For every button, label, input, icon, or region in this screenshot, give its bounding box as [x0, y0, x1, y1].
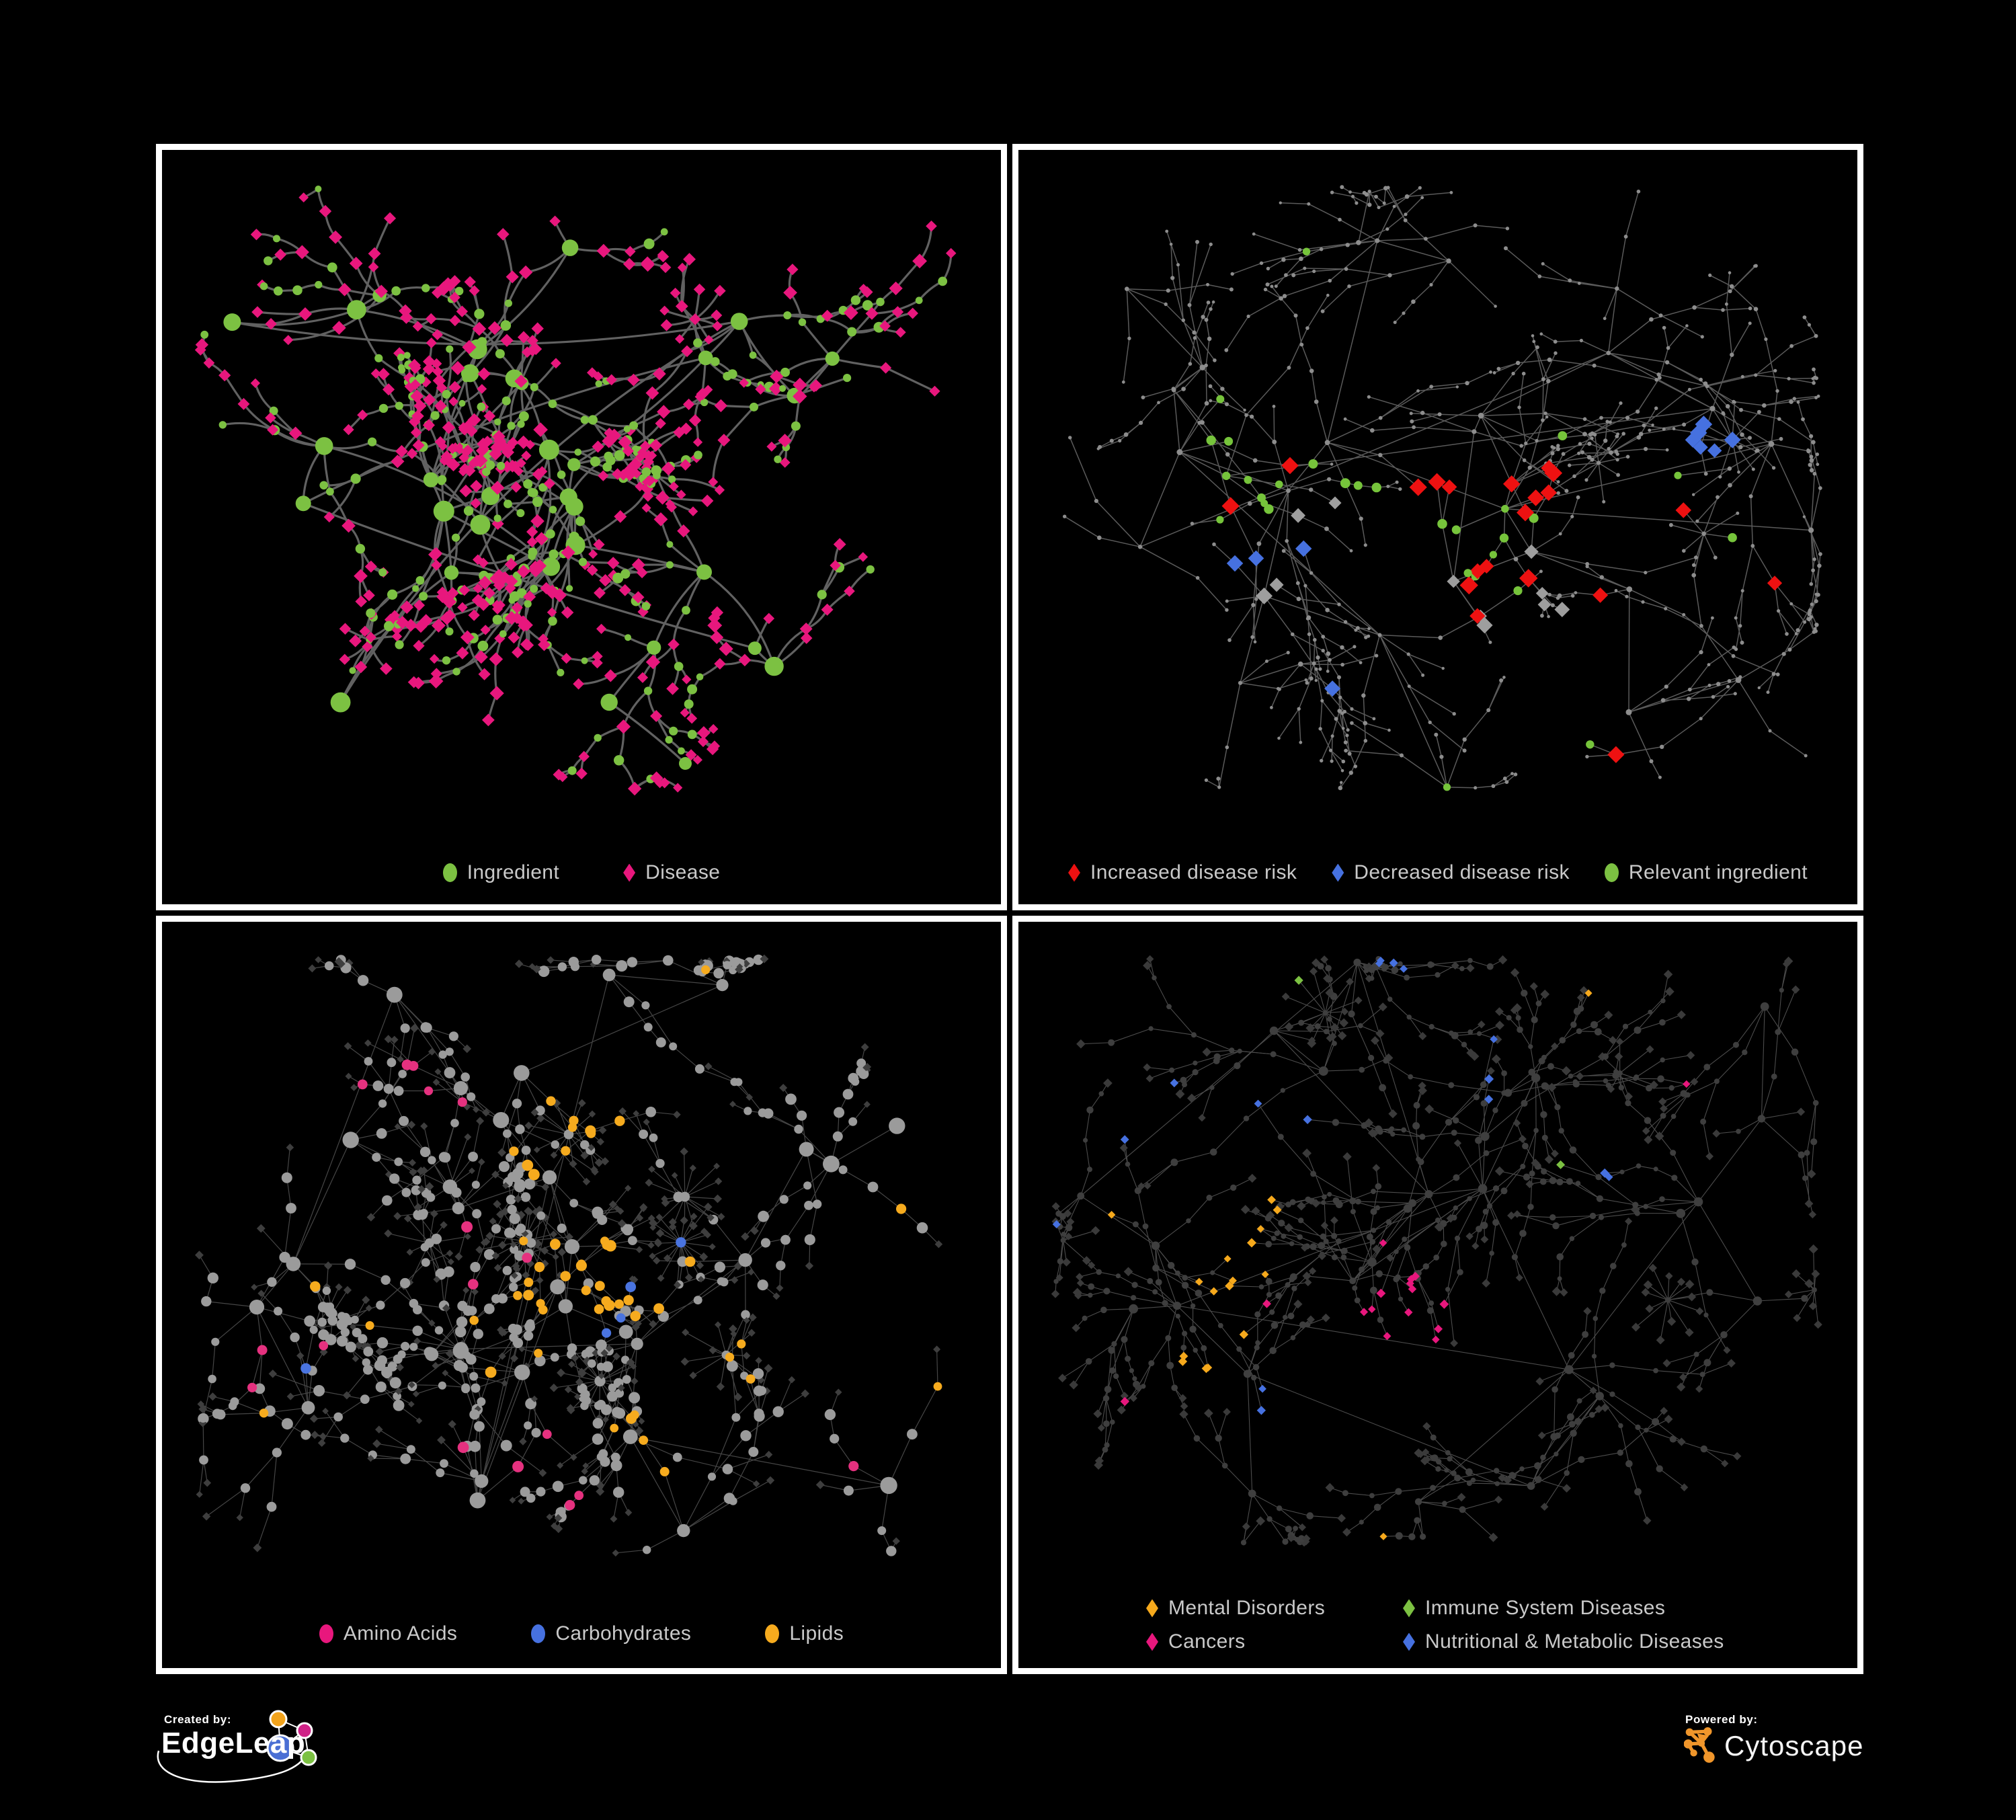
- legend-item-carbohydrates: Carbohydrates: [531, 1622, 691, 1645]
- legend-label: Immune System Diseases: [1425, 1597, 1666, 1619]
- legend-item-decreased-disease-risk: Decreased disease risk: [1332, 861, 1570, 884]
- created-by-label: Created by:: [164, 1713, 232, 1726]
- legend-label: Nutritional & Metabolic Diseases: [1425, 1630, 1724, 1653]
- legend-label: Ingredient: [467, 861, 560, 883]
- panel-nutrient-categories: Amino Acids Carbohydrates Lipids: [156, 916, 1007, 1674]
- legend-item-lipids: Lipids: [765, 1622, 844, 1645]
- legend-swatch-circle-lipids: [765, 1624, 780, 1643]
- network-ingredient-disease: [194, 186, 957, 796]
- cytoscape-wordmark: Cytoscape: [1724, 1730, 1864, 1762]
- powered-by-label: Powered by:: [1685, 1713, 1758, 1726]
- network-disease-categories: [1051, 955, 1822, 1547]
- edgeleap-logo-icon: [157, 1710, 317, 1783]
- legend-item-immune-system-diseases: Immune System Diseases: [1403, 1597, 1665, 1620]
- legend-label: Mental Disorders: [1168, 1597, 1326, 1619]
- legend-swatch-diamond-mental-disorders: [1146, 1599, 1158, 1618]
- legend-ingredient-disease: Ingredient Disease: [162, 861, 1001, 884]
- legend-disease-categories: Mental Disorders Immune System Diseases Ca…: [1146, 1597, 1724, 1653]
- network-disease-risk: [1063, 185, 1822, 791]
- legend-item-ingredient: Ingredient: [442, 861, 560, 884]
- legend-label: Carbohydrates: [555, 1622, 692, 1645]
- legend-label: Disease: [645, 861, 721, 883]
- legend-label: Amino Acids: [343, 1622, 458, 1645]
- network-nutrient-categories: [195, 954, 943, 1557]
- legend-disease-risk: Increased disease risk Decreased disease …: [1018, 861, 1857, 884]
- panel-disease-categories: Mental Disorders Immune System Diseases Ca…: [1012, 916, 1863, 1674]
- edgeleap-wordmark: EdgeLeap: [161, 1727, 306, 1759]
- legend-swatch-diamond-decreased-disease-risk: [1332, 863, 1344, 882]
- legend-swatch-circle-ingredient: [442, 863, 457, 882]
- panel-ingredient-disease: Ingredient Disease: [156, 144, 1007, 910]
- legend-swatch-diamond-disease: [623, 863, 636, 882]
- legend-item-disease: Disease: [623, 861, 720, 884]
- legend-item-increased-disease-risk: Increased disease risk: [1068, 861, 1297, 884]
- cytoscape-branding: Powered by: Cytoscape: [1684, 1709, 1966, 1796]
- legend-swatch-diamond-increased-disease-risk: [1068, 863, 1080, 882]
- legend-item-nutritional-metabolic-diseases: Nutritional & Metabolic Diseases: [1403, 1630, 1724, 1653]
- legend-swatch-diamond-nutritional-metabolic-diseases: [1403, 1632, 1415, 1651]
- legend-label: Relevant ingredient: [1628, 861, 1808, 883]
- legend-item-mental-disorders: Mental Disorders: [1146, 1597, 1325, 1620]
- legend-label: Increased disease risk: [1090, 861, 1297, 883]
- legend-label: Lipids: [789, 1622, 844, 1645]
- panel-disease-risk: Increased disease risk Decreased disease …: [1012, 144, 1863, 910]
- legend-swatch-diamond-cancers: [1146, 1632, 1158, 1651]
- edgeleap-branding: Created by: EdgeLeap: [153, 1709, 503, 1810]
- legend-label: Cancers: [1168, 1630, 1246, 1653]
- legend-item-amino-acids: Amino Acids: [319, 1622, 457, 1645]
- legend-swatch-circle-amino-acids: [319, 1624, 333, 1643]
- legend-swatch-circle-carbohydrates: [531, 1624, 546, 1643]
- legend-item-cancers: Cancers: [1146, 1630, 1246, 1653]
- legend-swatch-diamond-immune-system-diseases: [1403, 1599, 1415, 1618]
- legend-swatch-circle-relevant-ingredient: [1604, 863, 1619, 882]
- legend-nutrient-categories: Amino Acids Carbohydrates Lipids: [162, 1622, 1001, 1645]
- legend-label: Decreased disease risk: [1354, 861, 1570, 883]
- legend-item-relevant-ingredient: Relevant ingredient: [1604, 861, 1808, 884]
- cytoscape-logo-icon: [1684, 1727, 1715, 1763]
